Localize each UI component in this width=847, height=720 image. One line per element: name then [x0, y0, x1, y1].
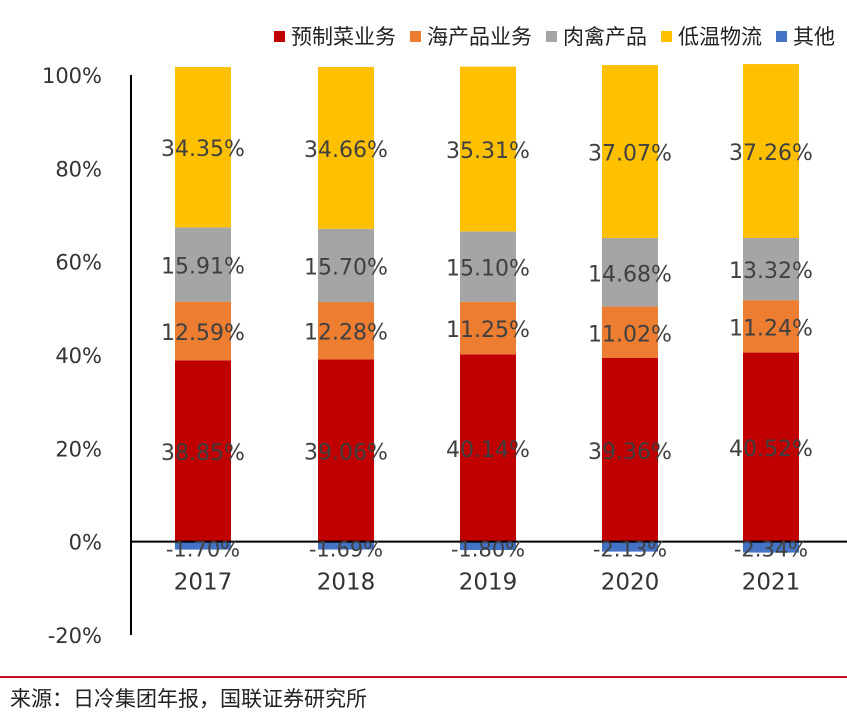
x-category-label: 2019: [459, 570, 518, 596]
data-label: 34.66%: [304, 138, 388, 163]
data-label: 37.26%: [729, 141, 813, 166]
source-text: 来源：日冷集团年报，国联证券研究所: [10, 687, 367, 711]
bar-segment: [460, 541, 516, 551]
data-label: 12.59%: [161, 321, 245, 346]
y-tick-label: 20%: [55, 437, 102, 461]
legend-label: 预制菜业务: [291, 25, 396, 49]
data-label: 15.10%: [446, 257, 530, 282]
bar-segment: [175, 360, 231, 542]
bar-segment: [318, 67, 374, 229]
data-label: 39.06%: [304, 441, 388, 466]
legend-label: 肉禽产品: [563, 25, 647, 49]
legend-label: 其他: [793, 25, 835, 49]
bar-segment: [743, 300, 799, 353]
x-category-label: 2018: [317, 570, 376, 596]
bar-segment: [318, 359, 374, 542]
data-label: 15.70%: [304, 255, 388, 280]
legend-swatch: [546, 30, 557, 42]
bar-segment: [318, 302, 374, 360]
legend-item: 其他: [776, 21, 835, 51]
bar-segment: [602, 306, 658, 358]
data-label: 35.31%: [446, 139, 530, 164]
x-category-label: 2021: [742, 570, 801, 596]
data-label: 37.07%: [588, 142, 672, 167]
legend-swatch: [274, 30, 285, 42]
data-label: -2.34%: [734, 538, 808, 562]
bar-segment: [743, 64, 799, 238]
bar-segment: [460, 231, 516, 302]
bar-segment: [602, 65, 658, 239]
bar-segment: [743, 352, 799, 542]
bar-segment: [175, 541, 231, 550]
y-tick-label: 100%: [42, 64, 102, 88]
y-tick-label: 40%: [55, 344, 102, 368]
bar-segment: [460, 354, 516, 542]
legend-swatch: [776, 30, 787, 42]
data-label: 38.85%: [161, 441, 245, 466]
stacked-bar-chart: -20% 0% 20% 40% 60% 80% 100% 38.85% 12.59% 15.91%…: [42, 64, 847, 648]
legend-item: 预制菜业务: [274, 21, 396, 51]
legend-swatch: [661, 30, 672, 42]
bar-segment: [602, 541, 658, 552]
x-category-label: 2017: [174, 570, 233, 596]
bar-segment: [743, 541, 799, 553]
bar-segment: [175, 227, 231, 302]
legend-label: 海产品业务: [427, 25, 532, 49]
data-label: 11.24%: [729, 316, 813, 341]
legend-item: 肉禽产品: [546, 21, 647, 51]
data-label: 40.14%: [446, 438, 530, 463]
bar-segment: [602, 238, 658, 307]
data-label: 15.91%: [161, 254, 245, 279]
data-label: -2.13%: [593, 538, 667, 562]
bar-segment: [318, 541, 374, 550]
bar-segment: [602, 357, 658, 542]
bar-segment: [460, 66, 516, 232]
data-label: 11.25%: [446, 318, 530, 343]
y-tick-label: 80%: [55, 157, 102, 181]
legend-swatch: [410, 30, 421, 42]
chart-legend: 预制菜业务 海产品业务 肉禽产品 低温物流 其他: [0, 18, 847, 54]
y-tick-label: 60%: [55, 251, 102, 275]
data-label: 12.28%: [304, 321, 388, 346]
bar-segment: [175, 67, 231, 228]
data-label: 39.36%: [588, 440, 672, 465]
bar-segment: [743, 237, 799, 301]
bar-segment: [175, 301, 231, 361]
data-label: 40.52%: [729, 437, 813, 462]
legend-item: 海产品业务: [410, 21, 532, 51]
y-tick-label: -20%: [48, 624, 102, 648]
data-label: -1.80%: [451, 538, 525, 562]
y-tick-label: 0%: [69, 531, 102, 555]
x-category-label: 2020: [601, 570, 660, 596]
legend-label: 低温物流: [678, 25, 762, 49]
data-label: 14.68%: [588, 262, 672, 287]
bar-segment: [318, 228, 374, 303]
source-divider: [0, 676, 847, 678]
bar-segment: [460, 301, 516, 355]
data-label: 11.02%: [588, 322, 672, 347]
legend-item: 低温物流: [661, 21, 762, 51]
data-label: -1.69%: [309, 538, 383, 562]
data-label: 34.35%: [161, 137, 245, 162]
data-label: -1.70%: [166, 538, 240, 562]
data-label: 13.32%: [729, 259, 813, 284]
